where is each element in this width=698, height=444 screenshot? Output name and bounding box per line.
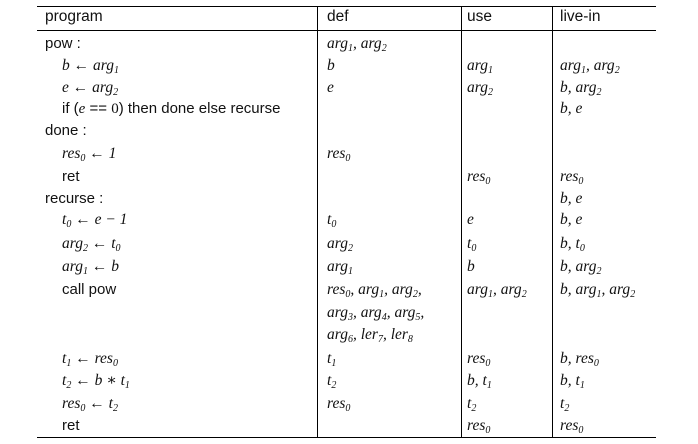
cell-program: arg1 ← b	[62, 258, 119, 277]
cell-live-in: t2	[560, 395, 570, 414]
cell-def: arg6, ler7, ler8	[327, 326, 413, 345]
cell-use: res0	[467, 417, 491, 436]
cell-def: arg3, arg4, arg5,	[327, 304, 425, 323]
cell-def: res0, arg1, arg2,	[327, 281, 422, 300]
cell-live-in: b, e	[560, 100, 583, 117]
cell-def: res0	[327, 395, 351, 414]
cell-def: t0	[327, 211, 337, 230]
cell-def: res0	[327, 145, 351, 164]
cell-program: e ← arg2	[62, 79, 119, 98]
cell-program: recurse :	[45, 190, 104, 207]
cell-program: call pow	[62, 281, 117, 298]
cell-program: res0 ← 1	[62, 145, 117, 164]
cell-use: arg1	[467, 57, 493, 76]
cell-live-in: b, t1	[560, 372, 585, 391]
cell-def: t2	[327, 372, 337, 391]
cell-def: arg2	[327, 235, 353, 254]
cell-program: t1 ← res0	[62, 350, 118, 369]
column-rule-def	[317, 6, 318, 438]
cell-def: e	[327, 79, 334, 96]
cell-program: res0 ← t2	[62, 395, 118, 414]
cell-use: arg2	[467, 79, 493, 98]
cell-use: e	[467, 211, 474, 228]
cell-program: done :	[45, 122, 87, 139]
header-program: program	[45, 8, 103, 25]
column-rule-live-in	[552, 6, 553, 438]
cell-program: pow :	[45, 35, 81, 52]
header-use: use	[467, 8, 492, 25]
cell-program: ret	[62, 168, 80, 185]
cell-live-in: b, res0	[560, 350, 599, 369]
cell-program: if (e == 0) then done else recurse	[62, 100, 281, 118]
cell-def: arg1, arg2	[327, 35, 387, 54]
cell-def: b	[327, 57, 335, 74]
cell-program: t0 ← e − 1	[62, 211, 128, 230]
cell-def: arg1	[327, 258, 353, 277]
cell-live-in: b, arg2	[560, 79, 602, 98]
cell-program: t2 ← b ∗ t1	[62, 372, 130, 391]
cell-live-in: b, t0	[560, 235, 585, 254]
column-rule-use	[461, 6, 462, 438]
cell-use: t0	[467, 235, 477, 254]
header-def: def	[327, 8, 349, 25]
cell-use: b	[467, 258, 475, 275]
cell-use: t2	[467, 395, 477, 414]
cell-use: res0	[467, 350, 491, 369]
cell-live-in: res0	[560, 168, 584, 187]
cell-live-in: arg1, arg2	[560, 57, 620, 76]
cell-live-in: b, e	[560, 190, 583, 207]
cell-live-in: b, arg2	[560, 258, 602, 277]
cell-live-in: b, arg1, arg2	[560, 281, 636, 300]
cell-use: arg1, arg2	[467, 281, 527, 300]
bottom-rule	[37, 437, 656, 438]
header-live-in: live-in	[560, 8, 601, 25]
cell-live-in: res0	[560, 417, 584, 436]
header-rule	[37, 30, 656, 31]
cell-program: arg2 ← t0	[62, 235, 121, 254]
cell-def: t1	[327, 350, 337, 369]
top-rule	[37, 6, 656, 7]
cell-program: b ← arg1	[62, 57, 119, 76]
cell-live-in: b, e	[560, 211, 583, 228]
cell-use: b, t1	[467, 372, 492, 391]
cell-program: ret	[62, 417, 80, 434]
cell-use: res0	[467, 168, 491, 187]
